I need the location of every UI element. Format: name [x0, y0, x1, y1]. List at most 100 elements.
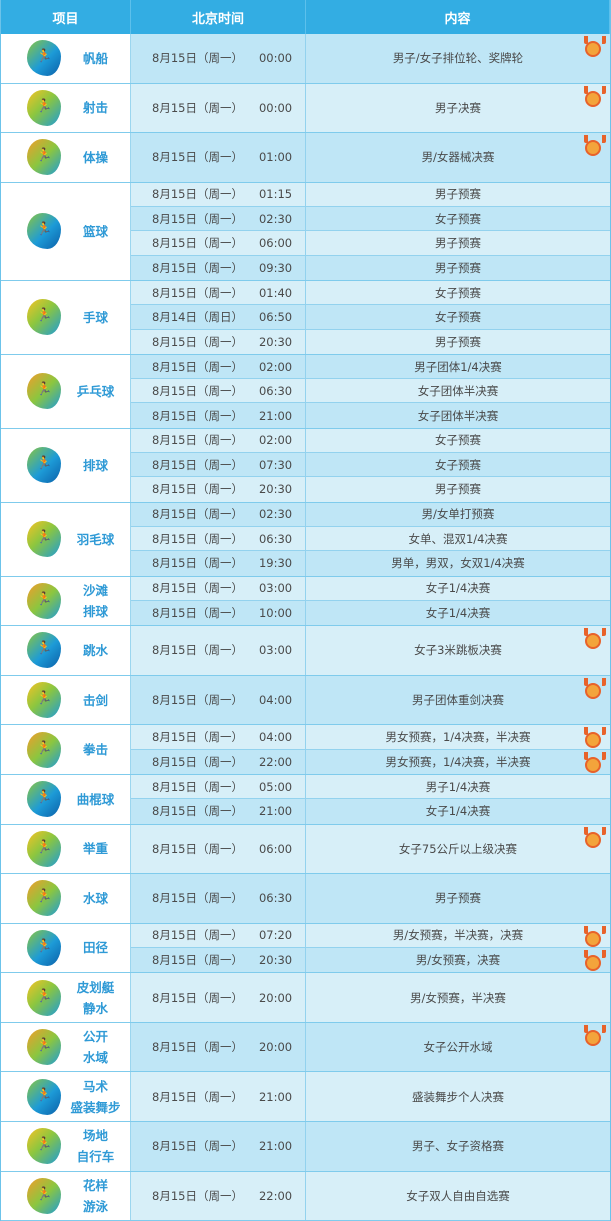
table-row: 8月15日（周一） 02:30 女子预赛: [131, 207, 610, 232]
event-time: 03:00: [258, 581, 293, 596]
sport-group: 🏃 篮球 8月15日（周一） 01:15 男子预赛 8月15日（周一） 02:30 女子预赛 8…: [1, 182, 610, 281]
sport-group: 🏃 公开 水域 8月15日（周一） 20:00 女子公开水域: [1, 1022, 610, 1073]
sport-name: 拳击: [61, 739, 130, 760]
content-cell: 男子预赛: [435, 236, 481, 251]
event-date: 8月15日（周一）: [152, 643, 243, 658]
medal-icon: [584, 86, 601, 107]
table-row: 8月15日（周一） 06:30 女单、混双1/4决赛: [131, 526, 610, 552]
table-row: 8月15日（周一） 20:00 男/女预赛，半决赛: [131, 973, 610, 1022]
event-time: 20:30: [258, 334, 293, 349]
content-cell: 男子/女子排位轮、奖牌轮: [392, 51, 524, 66]
event-time: 02:30: [258, 507, 293, 522]
content-cell: 女子公开水域: [423, 1040, 493, 1055]
sport-group: 🏃 跳水 8月15日（周一） 03:00 女子3米跳板决赛: [1, 626, 610, 676]
event-date: 8月15日（周一）: [152, 556, 243, 571]
event-time: 06:30: [258, 383, 293, 398]
event-time: 07:20: [258, 928, 293, 943]
content-cell: 女子75公斤以上级决赛: [398, 841, 518, 856]
sport-group: 🏃 拳击 8月15日（周一） 04:00 男女预赛，1/4决赛，半决赛 8月15日（周一）…: [1, 725, 610, 775]
event-time: 20:00: [258, 1040, 293, 1055]
sport-name: 帆船: [61, 48, 130, 69]
event-time: 01:40: [258, 285, 293, 300]
event-time: 06:00: [258, 236, 293, 251]
event-time: 21:00: [258, 804, 293, 819]
event-time: 00:00: [258, 51, 293, 66]
event-time: 05:00: [258, 779, 293, 794]
event-time: 06:50: [258, 309, 293, 324]
pictogram-figure-icon: 🏃: [36, 988, 53, 1004]
table-row: 8月15日（周一） 20:30 男子预赛: [131, 477, 610, 502]
table-row: 8月15日（周一） 01:40 女子预赛: [131, 280, 610, 306]
event-time: 03:00: [258, 643, 293, 658]
sport-name-line: 帆船: [82, 50, 108, 66]
header-sport: 项目: [1, 0, 131, 34]
event-date: 8月15日（周一）: [152, 482, 243, 497]
event-time: 02:00: [258, 359, 293, 374]
sailing-icon: 🏃: [27, 40, 61, 77]
content-cell: 男子团体1/4决赛: [414, 359, 502, 374]
table-row: 8月15日（周一） 01:15 男子预赛: [131, 182, 610, 208]
sport-name: 田径: [61, 937, 130, 958]
time-cell: 8月15日（周一） 07:30: [131, 453, 306, 477]
table-tennis-icon: 🏃: [27, 373, 61, 410]
event-time: 22:00: [258, 754, 293, 769]
event-date: 8月15日（周一）: [152, 150, 243, 165]
table-row: 8月14日（周日） 06:50 女子预赛: [131, 305, 610, 330]
event-time: 02:30: [258, 211, 293, 226]
sport-group: 🏃 击剑 8月15日（周一） 04:00 男子团体重剑决赛: [1, 675, 610, 726]
event-date: 8月15日（周一）: [152, 211, 243, 226]
sport-name-line: 马术: [82, 1078, 108, 1094]
content-cell: 男/女单打预赛: [421, 507, 495, 522]
medal-icon: [584, 950, 601, 971]
sport-cell: 🏃 篮球: [1, 182, 131, 280]
time-cell: 8月15日（周一） 20:00: [131, 973, 306, 1022]
event-date: 8月14日（周日）: [152, 309, 243, 324]
event-date: 8月15日（周一）: [152, 1040, 243, 1055]
sport-cell: 🏃 皮划艇 静水: [1, 973, 131, 1022]
sport-name: 篮球: [61, 221, 130, 242]
event-date: 8月15日（周一）: [152, 359, 243, 374]
table-row: 8月15日（周一） 10:00 女子1/4决赛: [131, 600, 610, 626]
event-time: 20:30: [258, 953, 293, 968]
time-cell: 8月15日（周一） 10:00: [131, 600, 306, 626]
sport-cell: 🏃 帆船: [1, 34, 131, 83]
event-time: 01:15: [258, 187, 293, 202]
event-date: 8月15日（周一）: [152, 51, 243, 66]
time-cell: 8月15日（周一） 09:30: [131, 255, 306, 280]
event-time: 01:00: [258, 150, 293, 165]
table-row: 8月15日（周一） 21:00 盛装舞步个人决赛: [131, 1072, 610, 1122]
content-cell: 男子1/4决赛: [425, 779, 491, 794]
event-date: 8月15日（周一）: [152, 693, 243, 708]
time-cell: 8月15日（周一） 06:00: [131, 231, 306, 255]
sport-name-line: 曲棍球: [76, 791, 115, 807]
sport-name: 乒乓球: [61, 381, 130, 402]
pictogram-figure-icon: 🏃: [36, 591, 53, 607]
fencing-icon: 🏃: [27, 682, 61, 719]
sport-name: 举重: [61, 838, 130, 859]
pictogram-figure-icon: 🏃: [36, 308, 53, 324]
event-time: 09:30: [258, 260, 293, 275]
content-cell: 男/女预赛，半决赛，决赛: [392, 928, 524, 943]
pictogram-figure-icon: 🏃: [36, 1186, 53, 1202]
pictogram-figure-icon: 🏃: [36, 1137, 53, 1153]
sport-cell: 🏃 羽毛球: [1, 502, 131, 576]
event-time: 21:00: [258, 1089, 293, 1104]
event-date: 8月15日（周一）: [152, 581, 243, 596]
table-row: 8月15日（周一） 09:30 男子预赛: [131, 255, 610, 280]
event-date: 8月15日（周一）: [152, 457, 243, 472]
time-cell: 8月15日（周一） 06:30: [131, 874, 306, 923]
sport-name-line: 拳击: [82, 742, 108, 758]
pictogram-figure-icon: 🏃: [36, 1087, 53, 1103]
medal-icon: [584, 752, 601, 773]
medal-icon: [584, 827, 601, 848]
content-cell: 女子1/4决赛: [425, 581, 491, 596]
event-date: 8月15日（周一）: [152, 100, 243, 115]
event-time: 22:00: [258, 1188, 293, 1203]
table-row: 8月15日（周一） 03:00 女子1/4决赛: [131, 576, 610, 601]
medal-icon: [584, 727, 601, 749]
time-cell: 8月15日（周一） 03:00: [131, 576, 306, 600]
content-cell: 男/女器械决赛: [421, 150, 495, 165]
pictogram-figure-icon: 🏃: [36, 456, 53, 472]
event-date: 8月15日（周一）: [152, 754, 243, 769]
sport-name: 羽毛球: [61, 529, 130, 550]
